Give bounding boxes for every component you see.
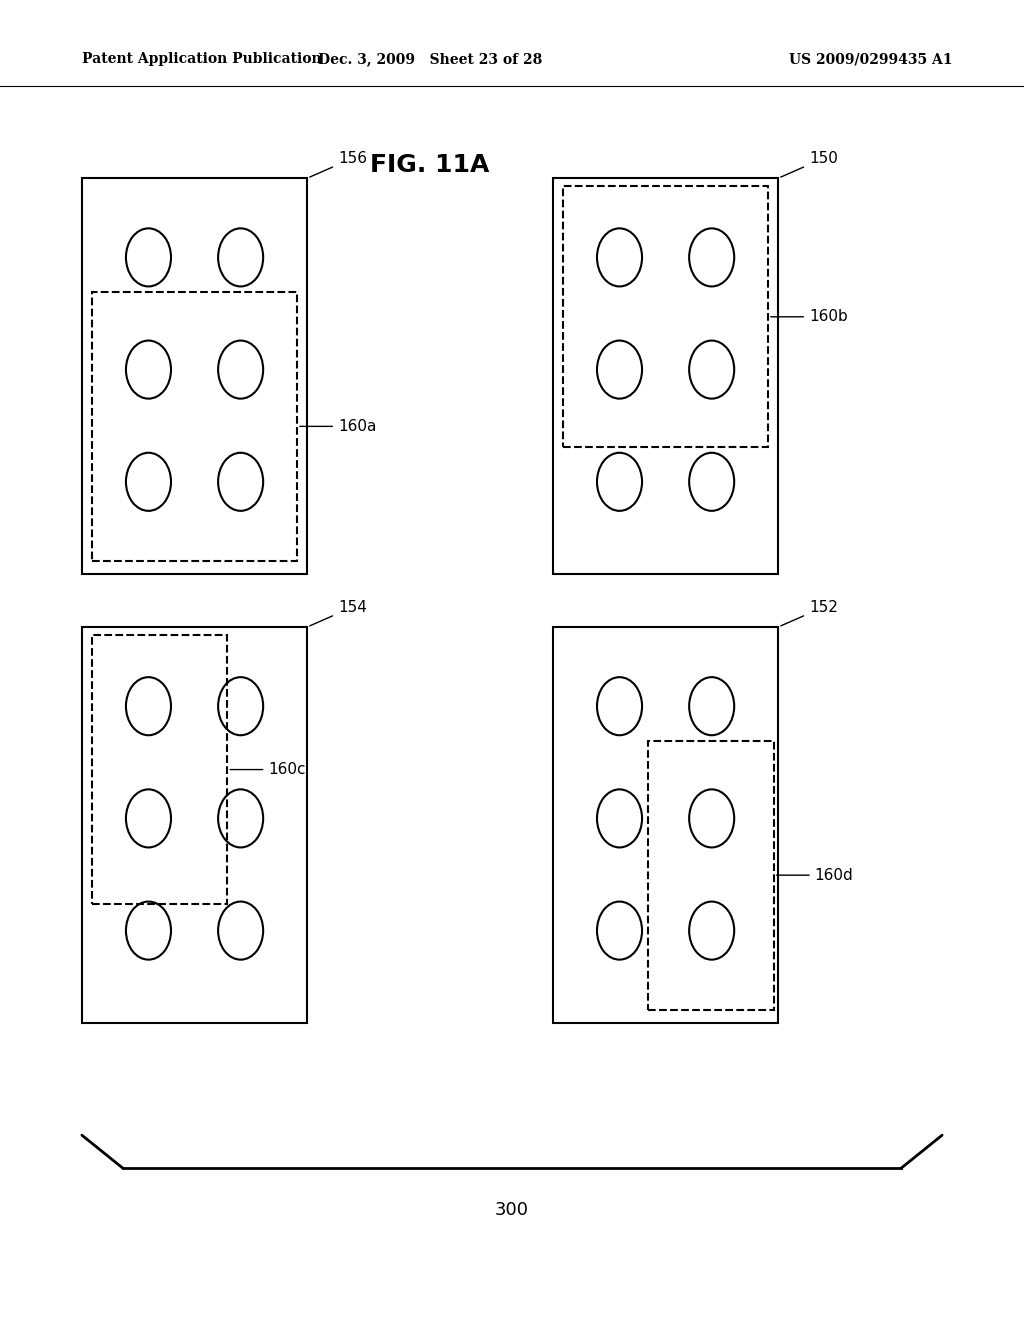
Circle shape xyxy=(126,677,171,735)
Circle shape xyxy=(689,677,734,735)
Bar xyxy=(92,635,227,904)
Text: Patent Application Publication: Patent Application Publication xyxy=(82,53,322,66)
Circle shape xyxy=(689,789,734,847)
Circle shape xyxy=(689,453,734,511)
Circle shape xyxy=(689,228,734,286)
Text: 160b: 160b xyxy=(771,309,848,325)
Bar xyxy=(82,178,307,574)
Circle shape xyxy=(597,341,642,399)
Circle shape xyxy=(126,902,171,960)
Circle shape xyxy=(126,228,171,286)
Circle shape xyxy=(126,341,171,399)
Circle shape xyxy=(597,677,642,735)
Circle shape xyxy=(597,453,642,511)
Text: 150: 150 xyxy=(780,150,838,177)
Text: Dec. 3, 2009   Sheet 23 of 28: Dec. 3, 2009 Sheet 23 of 28 xyxy=(318,53,542,66)
Circle shape xyxy=(218,789,263,847)
Bar xyxy=(553,627,778,1023)
Text: 300: 300 xyxy=(495,1201,529,1220)
Text: 160a: 160a xyxy=(300,418,376,434)
Circle shape xyxy=(218,453,263,511)
Text: FIG. 11A: FIG. 11A xyxy=(371,153,489,177)
Circle shape xyxy=(597,902,642,960)
Bar xyxy=(82,627,307,1023)
Text: 160c: 160c xyxy=(230,762,306,777)
Circle shape xyxy=(218,677,263,735)
Circle shape xyxy=(689,341,734,399)
Circle shape xyxy=(597,789,642,847)
Text: 152: 152 xyxy=(780,599,838,626)
Circle shape xyxy=(689,902,734,960)
Circle shape xyxy=(126,789,171,847)
Bar xyxy=(92,292,297,561)
Text: 154: 154 xyxy=(309,599,367,626)
Circle shape xyxy=(218,902,263,960)
Bar xyxy=(647,741,774,1010)
Circle shape xyxy=(597,228,642,286)
Text: US 2009/0299435 A1: US 2009/0299435 A1 xyxy=(788,53,952,66)
Circle shape xyxy=(126,453,171,511)
Circle shape xyxy=(218,341,263,399)
Bar xyxy=(553,178,778,574)
Bar xyxy=(563,186,768,447)
Circle shape xyxy=(218,228,263,286)
Text: 156: 156 xyxy=(309,150,367,177)
Text: 160d: 160d xyxy=(776,867,853,883)
